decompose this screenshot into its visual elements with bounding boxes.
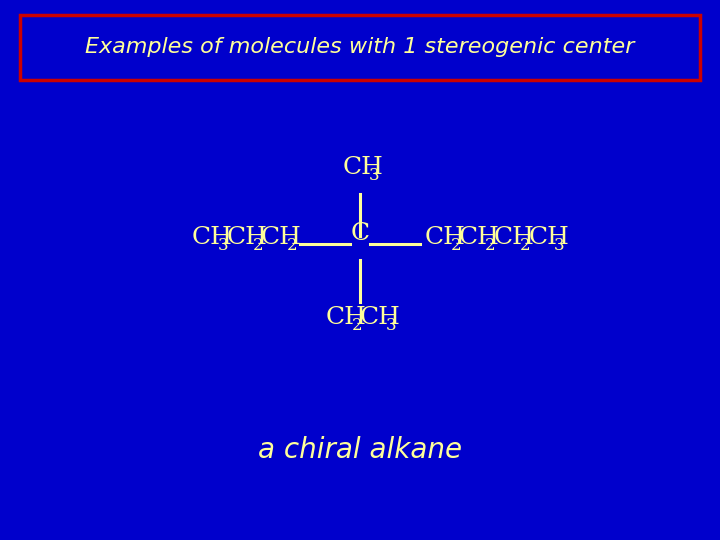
- Text: CH: CH: [226, 226, 267, 249]
- Text: 2: 2: [451, 237, 461, 254]
- Text: CH: CH: [261, 226, 302, 249]
- Text: 2: 2: [485, 237, 495, 254]
- Text: C: C: [351, 222, 369, 245]
- Text: CH: CH: [360, 306, 401, 329]
- Text: 2: 2: [287, 237, 297, 254]
- Text: 3: 3: [369, 167, 379, 184]
- Text: CH: CH: [343, 156, 384, 179]
- Text: 2: 2: [252, 237, 263, 254]
- Text: CH: CH: [425, 226, 465, 249]
- Text: CH: CH: [494, 226, 534, 249]
- Text: CH: CH: [192, 226, 233, 249]
- Text: 3: 3: [217, 237, 228, 254]
- Text: CH: CH: [325, 306, 366, 329]
- Text: 2: 2: [351, 318, 362, 334]
- Text: CH: CH: [528, 226, 569, 249]
- Text: 2: 2: [520, 237, 530, 254]
- Text: Examples of molecules with 1 stereogenic center: Examples of molecules with 1 stereogenic…: [85, 37, 635, 57]
- FancyBboxPatch shape: [20, 15, 700, 80]
- Text: 3: 3: [386, 318, 397, 334]
- Text: a chiral alkane: a chiral alkane: [258, 436, 462, 464]
- Text: 3: 3: [554, 237, 564, 254]
- Text: CH: CH: [459, 226, 500, 249]
